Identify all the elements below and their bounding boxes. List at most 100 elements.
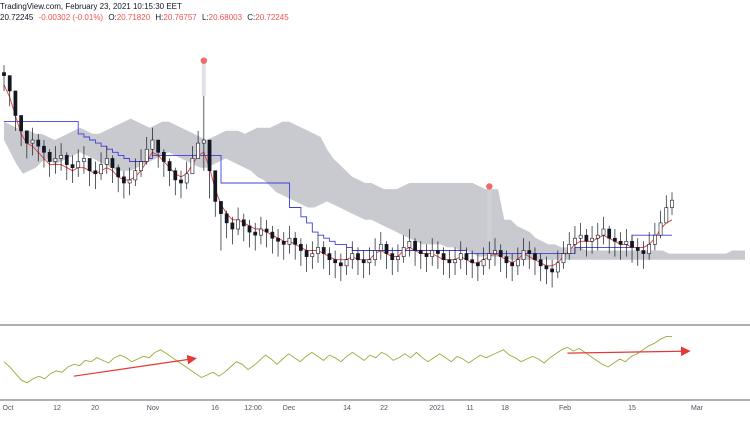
candle-body xyxy=(281,241,286,245)
candle xyxy=(390,247,395,276)
candle xyxy=(647,232,652,260)
time-tick-label: 12 xyxy=(53,405,61,412)
candle xyxy=(573,225,577,254)
close-label: C: xyxy=(247,13,256,22)
candle xyxy=(413,238,417,266)
candle-body xyxy=(47,152,52,162)
candle-body xyxy=(264,228,269,233)
candle-body xyxy=(230,222,235,230)
candle-body xyxy=(578,234,583,239)
candle xyxy=(504,250,509,279)
candle-body xyxy=(190,158,195,175)
candle xyxy=(658,210,663,239)
candle xyxy=(270,225,275,254)
candle xyxy=(299,238,303,266)
chart-header: TradingView.com, February 23, 2021 10:15… xyxy=(0,2,750,24)
candle-body xyxy=(476,262,480,267)
candle xyxy=(236,207,240,236)
candle-body xyxy=(441,253,446,261)
candle xyxy=(82,146,86,174)
candle xyxy=(287,225,292,254)
candle-body xyxy=(384,244,389,254)
candle xyxy=(613,229,617,257)
conversion-line xyxy=(3,84,673,267)
candle-body xyxy=(224,213,229,224)
candle-body xyxy=(24,130,29,144)
candle-body xyxy=(201,139,206,144)
candle xyxy=(247,219,252,248)
candle xyxy=(624,229,629,257)
candle-body xyxy=(127,179,132,184)
candle xyxy=(230,216,235,245)
candle xyxy=(664,195,669,224)
candle-body xyxy=(53,158,58,162)
markers-layer xyxy=(200,57,493,242)
candle xyxy=(76,149,81,177)
oscillator-layer xyxy=(3,336,672,384)
candle-body xyxy=(607,228,612,239)
candle-body xyxy=(241,219,246,227)
oscillator-line xyxy=(3,336,672,384)
time-tick-label: Feb xyxy=(559,405,571,412)
candle xyxy=(241,213,246,242)
candle xyxy=(156,139,161,168)
candle-body xyxy=(247,225,252,233)
candle xyxy=(264,219,269,248)
chart-source: TradingView.com, February 23, 2021 10:15… xyxy=(0,2,182,11)
candle-body xyxy=(70,164,75,168)
candle xyxy=(122,170,126,199)
candle xyxy=(384,241,389,269)
candle xyxy=(464,247,469,276)
candle-body xyxy=(338,262,343,267)
candle-body xyxy=(36,139,41,147)
candle-body xyxy=(618,241,623,245)
candle-body xyxy=(544,265,549,270)
candles-layer xyxy=(2,65,674,288)
candle-body xyxy=(493,250,497,254)
candle-body xyxy=(361,259,366,264)
candle xyxy=(350,241,355,269)
candle-body xyxy=(590,237,594,242)
candle xyxy=(470,250,475,279)
price-change: -0.00302 (-0.01%) xyxy=(38,13,104,22)
candle xyxy=(538,253,543,282)
candle xyxy=(630,235,634,263)
candle-body xyxy=(470,259,475,264)
candle xyxy=(533,247,537,276)
candle xyxy=(127,167,132,196)
candle-body xyxy=(504,256,509,264)
arrows-layer xyxy=(73,346,691,377)
candle xyxy=(42,140,46,168)
candle-body xyxy=(110,158,115,168)
candle xyxy=(219,201,223,251)
candle xyxy=(104,146,109,174)
ohlc-line: 20.72245 -0.00302 (-0.01%) O:20.71820 H:… xyxy=(0,13,292,22)
candle-body xyxy=(510,262,515,267)
time-tick-label: 22 xyxy=(380,405,388,412)
candle xyxy=(476,253,480,282)
candle-body xyxy=(396,256,400,261)
candle xyxy=(321,241,326,269)
candle-body xyxy=(533,253,537,261)
candle xyxy=(515,247,520,276)
chart-source-line: TradingView.com, February 23, 2021 10:15… xyxy=(0,2,182,11)
candle-body xyxy=(116,167,121,178)
candle-body xyxy=(99,164,103,175)
time-tick-label: 18 xyxy=(501,405,509,412)
candle-body xyxy=(573,237,577,245)
candle-body xyxy=(584,234,589,242)
candle-body xyxy=(356,253,360,261)
candle xyxy=(327,247,332,276)
low-value: 20.68003 xyxy=(208,13,243,22)
candle-body xyxy=(550,268,554,273)
open-label: O: xyxy=(108,13,117,22)
candle xyxy=(578,222,583,251)
candle xyxy=(190,146,195,175)
candle xyxy=(487,241,492,269)
time-tick-label: 12:00 xyxy=(244,405,262,412)
time-tick-label: 2021 xyxy=(429,405,445,412)
trend-arrow xyxy=(567,346,691,357)
candle-body xyxy=(104,158,109,165)
candle xyxy=(116,164,121,193)
